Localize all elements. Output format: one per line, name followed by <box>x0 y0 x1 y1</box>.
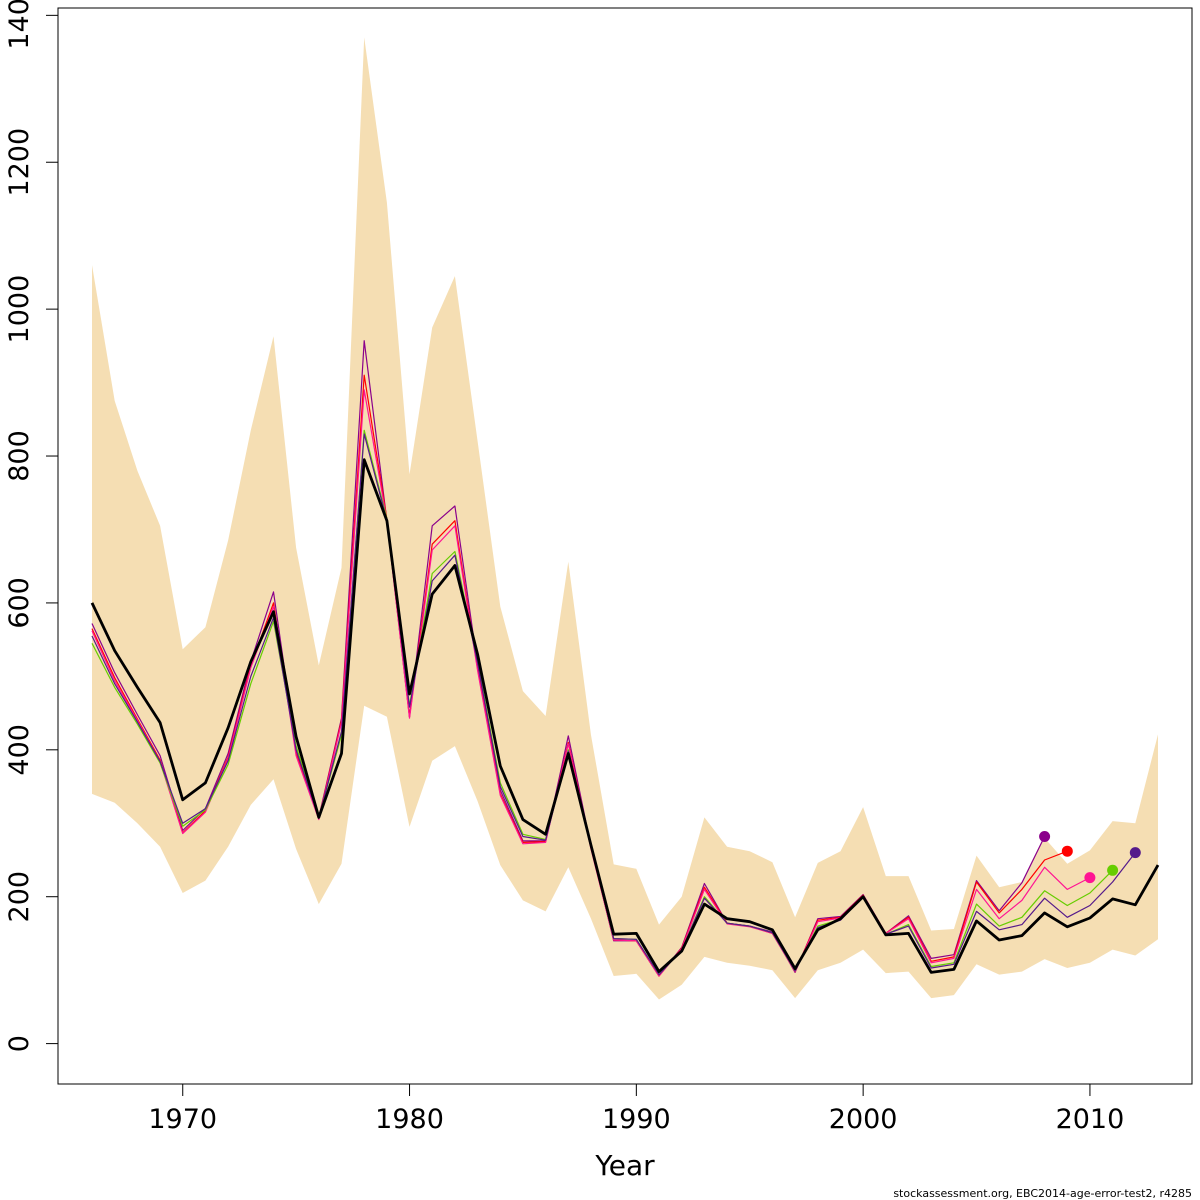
terminal-points-layer <box>1039 831 1141 884</box>
x-axis: 1970 1980 1990 2000 2010 <box>148 1083 1125 1135</box>
y-tick-label: 600 <box>4 577 35 629</box>
terminal-point-retro-2008 <box>1039 831 1051 842</box>
terminal-point-retro-2012 <box>1129 847 1141 859</box>
y-axis: 0 200 400 600 800 1000 1200 1400 <box>4 0 59 1052</box>
x-tick-label: 1970 <box>148 1104 217 1135</box>
y-tick-label: 1400 <box>4 0 35 50</box>
terminal-point-retro-2011 <box>1107 864 1119 876</box>
x-axis-title: Year <box>594 1149 655 1182</box>
y-tick-label: 800 <box>4 430 35 482</box>
y-tick-label: 1200 <box>4 128 35 197</box>
confidence-band-layer <box>92 37 1158 1000</box>
terminal-point-retro-2009 <box>1061 845 1073 857</box>
y-tick-label: 1000 <box>4 275 35 344</box>
x-tick-label: 1980 <box>375 1104 444 1135</box>
y-tick-label: 400 <box>4 724 35 776</box>
terminal-point-retro-2010 <box>1084 872 1096 884</box>
footnote: stockassessment.org, EBC2014-age-error-t… <box>893 1187 1192 1200</box>
x-tick-label: 1990 <box>602 1104 671 1135</box>
y-tick-label: 200 <box>4 871 35 923</box>
y-tick-label: 0 <box>4 1035 35 1052</box>
confidence-band <box>92 37 1158 1000</box>
series-line-retro-2012 <box>91 433 1136 976</box>
series-line-base <box>90 458 1160 974</box>
x-tick-label: 2000 <box>829 1104 898 1135</box>
series-layer <box>90 340 1160 977</box>
x-tick-label: 2010 <box>1056 1104 1125 1135</box>
